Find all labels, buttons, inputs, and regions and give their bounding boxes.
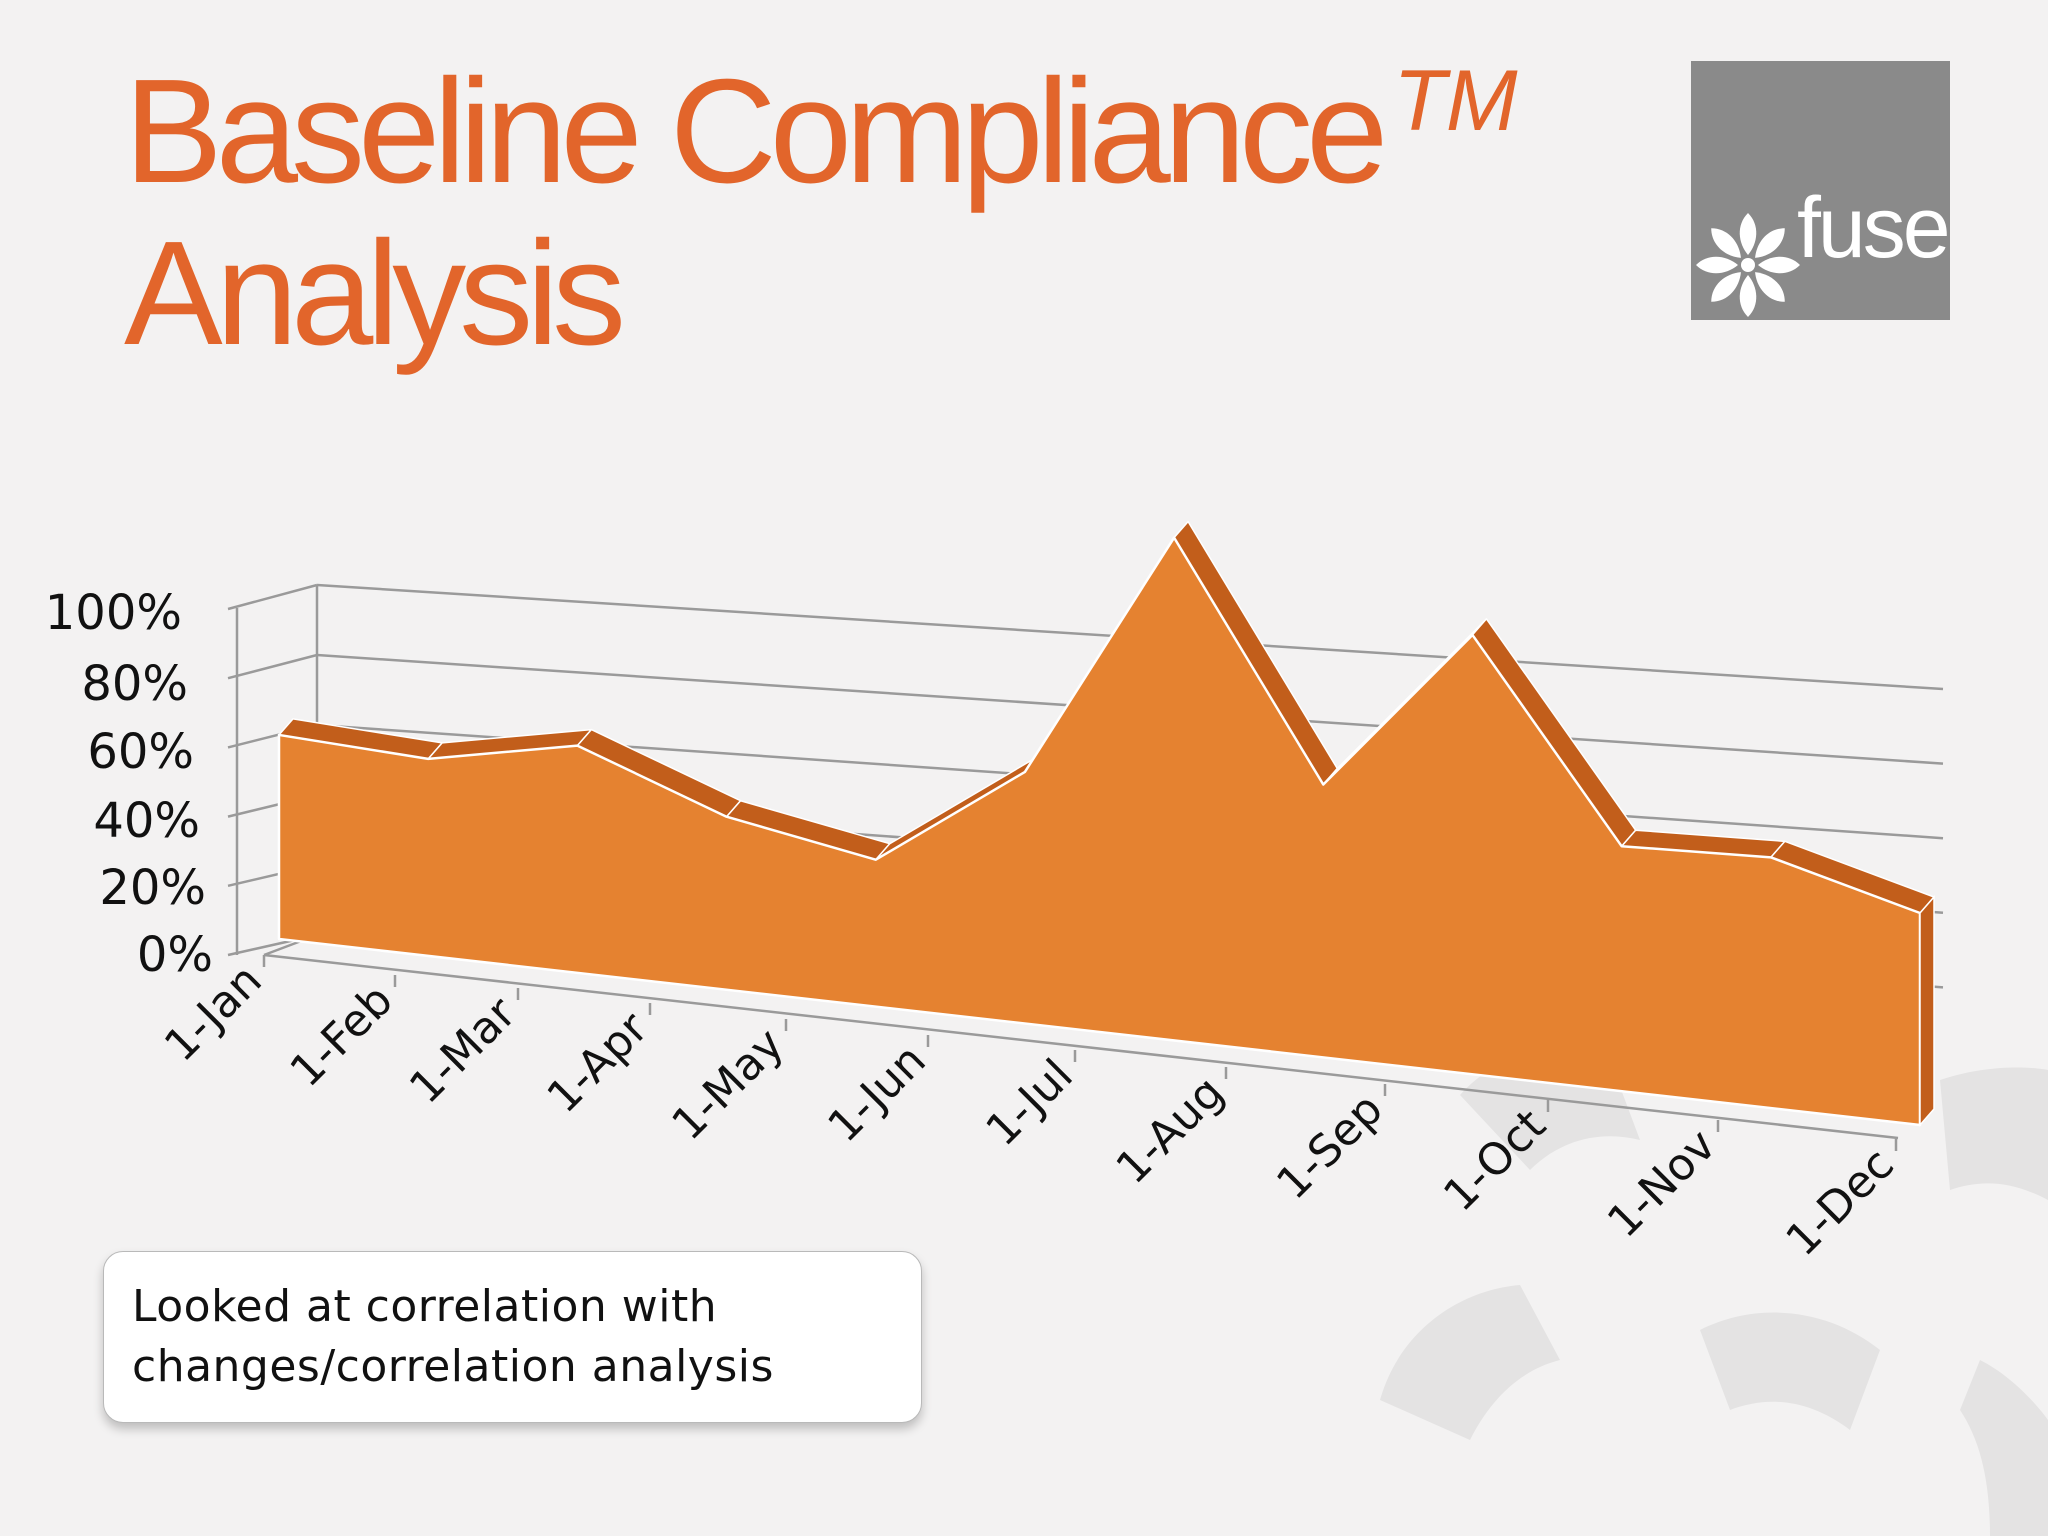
chart-area-series xyxy=(277,520,1935,1127)
x-tick-label: 1-Mar xyxy=(400,987,526,1113)
y-tick-label: 100% xyxy=(45,585,182,641)
x-tick-label: 1-Oct xyxy=(1434,1100,1556,1222)
y-tick-label: 40% xyxy=(93,793,200,849)
axis-tick xyxy=(227,653,318,680)
y-tick-label: 80% xyxy=(81,656,188,712)
logo-wordmark: fuse xyxy=(1797,180,1951,276)
title-line-1: Baseline Compliance TM xyxy=(124,49,1518,214)
x-tick-label: 1-Apr xyxy=(538,1002,659,1123)
x-tick-label: 1-May xyxy=(662,1019,793,1150)
axis-tick xyxy=(227,583,318,611)
y-axis-labels: 0% 20% 40% 60% 80% 100% xyxy=(45,585,213,983)
x-tick-label: 1-Jul xyxy=(976,1050,1082,1156)
area-side-face xyxy=(1919,895,1935,1127)
x-tick-label: 1-Sep xyxy=(1267,1084,1393,1210)
slide-title: Baseline Compliance TM Analysis xyxy=(124,20,1518,375)
area-front-face xyxy=(277,536,1922,1127)
flower-logo-icon xyxy=(1696,213,1800,317)
x-axis-line xyxy=(263,953,1899,1140)
x-tick-label: 1-Feb xyxy=(281,975,403,1097)
trademark-mark: TM xyxy=(1393,53,1518,149)
title-line-2: Analysis xyxy=(124,211,626,376)
note-callout: Looked at correlation with changes/corre… xyxy=(103,1251,922,1423)
x-tick-label: 1-Nov xyxy=(1598,1120,1726,1248)
y-tick-label: 60% xyxy=(87,724,194,780)
y-tick-label: 0% xyxy=(137,927,213,983)
fuse-logo: fuse xyxy=(1691,61,1951,320)
y-tick-label: 20% xyxy=(99,860,206,916)
x-tick-label: 1-Dec xyxy=(1776,1139,1903,1266)
x-tick-label: 1-Jun xyxy=(818,1035,935,1152)
note-text: Looked at correlation with changes/corre… xyxy=(132,1281,774,1392)
x-tick-label: 1-Aug xyxy=(1107,1067,1234,1194)
